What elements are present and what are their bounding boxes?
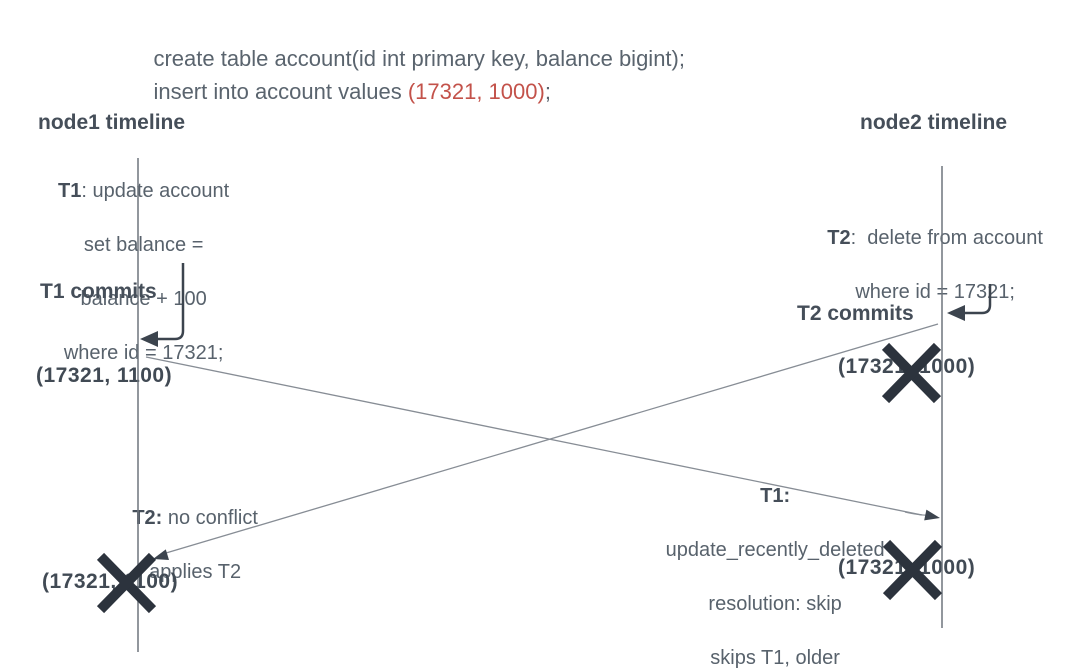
t1-commits-label: T1 commits: [40, 280, 157, 303]
sql-insert-values: (17321, 1000): [407, 79, 545, 104]
t2-label: T2: [827, 227, 851, 249]
replication-t1-arrowhead-icon: [924, 509, 940, 521]
node2-value-after-incoming: (17321, 1000): [838, 556, 976, 579]
t1-line4: where id = 17321;: [63, 342, 224, 364]
t1-line2: set balance =: [83, 234, 204, 256]
incoming-t1-line4: skips T1, older: [710, 647, 840, 669]
sql-create-text: create table account(id int primary key,…: [153, 46, 685, 71]
node1-t1-statement: T1: update account set balance = balance…: [25, 151, 240, 394]
node2-t2-statement: T2: delete from account where id = 17321…: [792, 198, 1056, 333]
node1-timeline-title: node1 timeline: [38, 111, 186, 134]
incoming-t1-line3: resolution: skip: [708, 593, 842, 615]
t2-line1-rest: : delete from account: [850, 227, 1043, 249]
node2-value-after-commit: (17321, 1000): [838, 355, 976, 378]
t2-commits-label: T2 commits: [797, 302, 914, 325]
incoming-t2-rest: no conflict: [162, 507, 258, 529]
node1-value-after-incoming: (17321, 1100): [42, 570, 179, 593]
sql-insert-suffix: ;: [544, 79, 551, 104]
t1-line1-rest: : update account: [81, 180, 230, 202]
t1-label: T1: [58, 180, 82, 202]
incoming-t2-line2: applies T2: [149, 561, 242, 583]
sql-insert-statement: insert into account values (17321, 1000)…: [129, 42, 551, 141]
incoming-t2-label: T2:: [132, 507, 163, 529]
node1-value-after-commit: (17321, 1100): [36, 364, 173, 387]
sql-insert-prefix: insert into account values: [153, 79, 408, 104]
incoming-t1-label: T1:: [760, 485, 791, 507]
sql-create-statement: create table account(id int primary key,…: [129, 9, 685, 108]
replication-arrow-t1-hook: [904, 511, 931, 516]
node2-timeline-title: node2 timeline: [860, 111, 1008, 134]
